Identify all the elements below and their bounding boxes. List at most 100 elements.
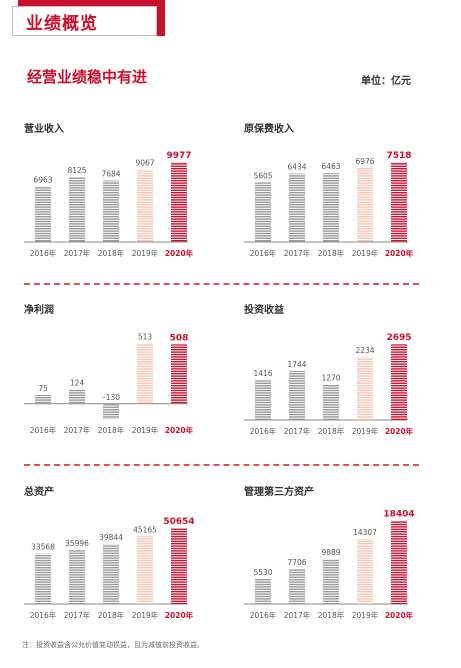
value-label: 6963 (33, 175, 52, 184)
category-label: 2020年 (385, 248, 414, 258)
value-label: –130 (102, 393, 120, 402)
bar-1 (255, 380, 271, 420)
category-label: 2020年 (165, 610, 194, 620)
category-label: 2018年 (98, 425, 125, 435)
chart-title: 原保费收入 (244, 124, 294, 135)
value-label: 1270 (321, 373, 340, 382)
bar-2 (69, 550, 85, 604)
value-label: 7684 (101, 170, 120, 179)
category-label: 2020年 (165, 425, 194, 435)
value-label: 5530 (253, 568, 272, 577)
category-label: 2018年 (98, 248, 125, 258)
chart-svg: 75 2016年 124 2017年 –130 2018年 513 2019年 508 2020年 (24, 333, 194, 435)
category-label: 2017年 (284, 426, 311, 436)
header-box-side-edge (157, 0, 165, 36)
category-label: 2017年 (64, 248, 91, 258)
bar-3 (103, 403, 119, 419)
footnote: 注：投资收益含公允价值变动损益，且为减值前投资收益。 (22, 641, 204, 649)
bar-5 (171, 528, 187, 604)
chart-svg: 5605 2016年 6434 2017年 6463 2018年 6976 2019年 7518… (244, 151, 414, 258)
category-label: 2017年 (284, 248, 311, 258)
value-label: 5605 (253, 171, 272, 180)
bar-5 (391, 520, 407, 604)
bar-2 (289, 173, 305, 242)
bar-1 (35, 553, 51, 604)
value-label: 6434 (287, 163, 306, 172)
category-label: 2019年 (132, 610, 159, 620)
category-label: 2017年 (64, 610, 91, 620)
value-label: 14307 (353, 528, 377, 537)
bar-4 (357, 167, 373, 242)
bar-5 (391, 344, 407, 420)
category-label: 2020年 (165, 248, 194, 258)
value-label: 6463 (321, 162, 340, 171)
chart-svg: 1416 2016年 1744 2017年 1270 2018年 2234 2019年 2695… (244, 333, 414, 436)
chart-net-profit: 净利润 75 2016年 124 2017年 –130 2018年 513 2019年 508 2… (24, 301, 204, 451)
chart-total-assets: 总资产 33568 2016年 35996 2017年 39844 2018年 45165 2… (24, 483, 204, 623)
bar-3 (323, 559, 339, 604)
category-label: 2019年 (132, 425, 159, 435)
chart-svg: 5530 2016年 7706 2017年 9889 2018年 14307 2019年 184… (244, 509, 415, 620)
value-label: 45165 (133, 525, 157, 534)
header-box (12, 6, 157, 36)
chart-svg: 6963 2016年 8125 2017年 7684 2018年 9067 2019年 9977… (24, 151, 194, 258)
bar-1 (35, 395, 51, 404)
category-label: 2018年 (318, 426, 345, 436)
category-label: 2017年 (284, 610, 311, 620)
value-label: 39844 (99, 533, 123, 542)
value-label: 508 (170, 333, 189, 343)
category-label: 2019年 (352, 610, 379, 620)
divider-1 (24, 283, 419, 285)
value-label: 2695 (386, 333, 411, 343)
bar-1 (255, 182, 271, 242)
chart-third-party-assets: 管理第三方资产 5530 2016年 7706 2017年 9889 2018年 14307… (244, 483, 419, 623)
chart-title: 管理第三方资产 (244, 487, 314, 498)
category-label: 2019年 (132, 248, 159, 258)
value-label: 7518 (386, 151, 411, 161)
bar-5 (171, 344, 187, 404)
value-label: 124 (70, 378, 85, 387)
chart-title: 净利润 (24, 305, 54, 316)
category-label: 2018年 (318, 610, 345, 620)
chart-investment-income: 投资收益 1416 2016年 1744 2017年 1270 2018年 2234 2019… (244, 301, 419, 441)
category-label: 2016年 (30, 425, 57, 435)
unit-label: 单位：亿元 (361, 76, 411, 87)
category-label: 2016年 (30, 248, 57, 258)
bar-5 (171, 162, 187, 242)
value-label: 513 (138, 333, 153, 342)
category-label: 2018年 (98, 610, 125, 620)
bar-2 (69, 177, 85, 242)
value-label: 9977 (166, 151, 191, 161)
divider-2 (24, 464, 419, 466)
value-label: 6976 (355, 157, 374, 166)
value-label: 2234 (355, 346, 374, 355)
bar-4 (137, 343, 153, 404)
bar-1 (35, 186, 51, 242)
chart-premium: 原保费收入 5605 2016年 6434 2017年 6463 2018年 6976 201… (244, 120, 419, 260)
bar-3 (323, 384, 339, 420)
bar-4 (357, 357, 373, 420)
page-title: 业绩概览 (26, 14, 98, 34)
value-label: 1744 (287, 360, 306, 369)
bar-2 (289, 370, 305, 420)
category-label: 2020年 (385, 610, 414, 620)
value-label: 50654 (163, 517, 194, 527)
category-label: 2019年 (352, 426, 379, 436)
chart-svg: 33568 2016年 35996 2017年 39844 2018年 45165 2019年… (24, 517, 195, 620)
bar-2 (69, 389, 85, 404)
value-label: 1416 (253, 369, 272, 378)
section-title: 经营业绩稳中有进 (27, 68, 148, 86)
chart-revenue: 营业收入 6963 2016年 8125 2017年 7684 2018年 9067 2019… (24, 120, 204, 260)
bar-2 (289, 569, 305, 604)
header-box-top-edge (18, 0, 165, 6)
bar-4 (137, 536, 153, 604)
value-label: 9889 (321, 548, 340, 557)
value-label: 8125 (67, 166, 86, 175)
value-label: 9067 (135, 158, 154, 167)
category-label: 2017年 (64, 425, 91, 435)
chart-title: 总资产 (24, 487, 54, 498)
bar-4 (137, 169, 153, 242)
bar-3 (103, 544, 119, 604)
bar-5 (391, 162, 407, 242)
category-label: 2019年 (352, 248, 379, 258)
